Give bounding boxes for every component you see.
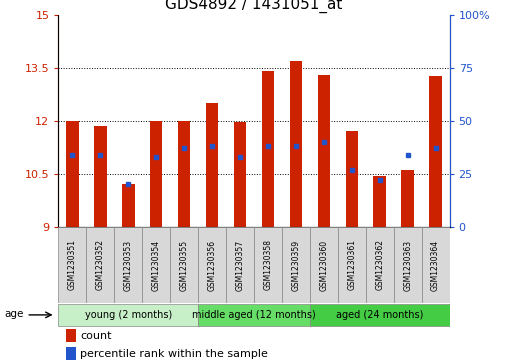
Bar [142, 227, 170, 303]
Bar [66, 347, 76, 360]
Bar [310, 227, 338, 303]
Bar [422, 227, 450, 303]
Text: GSM1230364: GSM1230364 [431, 240, 440, 290]
Bar [198, 227, 226, 303]
Bar [66, 121, 79, 227]
Text: GSM1230357: GSM1230357 [236, 240, 244, 290]
Bar [122, 184, 135, 227]
Bar [170, 227, 198, 303]
Text: GSM1230360: GSM1230360 [320, 240, 328, 290]
Bar [58, 304, 198, 326]
Text: middle aged (12 months): middle aged (12 months) [192, 310, 316, 320]
Bar [234, 122, 246, 227]
Text: count: count [80, 331, 111, 341]
Text: GSM1230354: GSM1230354 [152, 240, 161, 290]
Bar [366, 227, 394, 303]
Bar [254, 227, 282, 303]
Bar [401, 170, 414, 227]
Bar [290, 61, 302, 227]
Text: aged (24 months): aged (24 months) [336, 310, 423, 320]
Bar [178, 121, 190, 227]
Bar [58, 227, 86, 303]
Bar [310, 304, 450, 326]
Bar [150, 121, 163, 227]
Bar [262, 71, 274, 227]
Text: age: age [5, 309, 24, 319]
Bar [373, 176, 386, 227]
Text: GSM1230353: GSM1230353 [124, 240, 133, 290]
Title: GDS4892 / 1431051_at: GDS4892 / 1431051_at [165, 0, 343, 13]
Bar [226, 227, 254, 303]
Bar [338, 227, 366, 303]
Text: young (2 months): young (2 months) [85, 310, 172, 320]
Text: GSM1230351: GSM1230351 [68, 240, 77, 290]
Bar [394, 227, 422, 303]
Bar [114, 227, 142, 303]
Bar [345, 131, 358, 227]
Bar [429, 77, 442, 227]
Bar [198, 304, 310, 326]
Text: GSM1230359: GSM1230359 [292, 240, 300, 290]
Text: GSM1230361: GSM1230361 [347, 240, 356, 290]
Text: GSM1230362: GSM1230362 [375, 240, 384, 290]
Bar [282, 227, 310, 303]
Text: GSM1230356: GSM1230356 [208, 240, 216, 290]
Bar [318, 75, 330, 227]
Text: GSM1230358: GSM1230358 [264, 240, 272, 290]
Text: percentile rank within the sample: percentile rank within the sample [80, 349, 268, 359]
Bar [94, 126, 107, 227]
Text: GSM1230355: GSM1230355 [180, 240, 188, 290]
Text: GSM1230352: GSM1230352 [96, 240, 105, 290]
Bar [86, 227, 114, 303]
Bar [66, 329, 76, 342]
Text: GSM1230363: GSM1230363 [403, 240, 412, 290]
Bar [206, 103, 218, 227]
